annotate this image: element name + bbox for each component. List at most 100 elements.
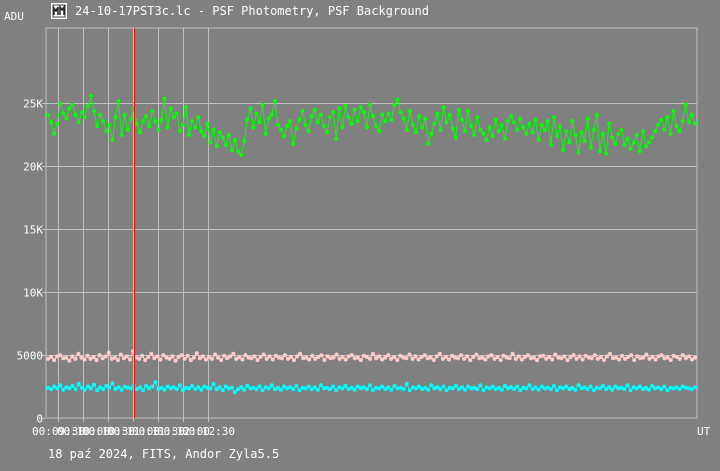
data-point <box>644 352 649 357</box>
data-point <box>103 354 108 359</box>
data-point <box>343 383 348 388</box>
data-point <box>410 122 415 127</box>
data-point <box>441 105 446 110</box>
data-point <box>149 351 154 356</box>
data-point <box>515 384 520 389</box>
data-point <box>438 387 443 392</box>
data-point <box>128 386 133 391</box>
data-point <box>138 385 142 390</box>
data-point <box>266 386 271 391</box>
data-point <box>571 353 576 358</box>
data-point <box>174 111 179 116</box>
data-point <box>395 97 400 102</box>
data-point <box>677 387 682 392</box>
data-point <box>331 384 336 389</box>
data-point <box>211 127 216 132</box>
data-point <box>565 358 570 363</box>
data-point <box>125 354 129 359</box>
data-point <box>548 143 553 147</box>
data-point <box>266 116 271 121</box>
data-point <box>607 121 612 126</box>
data-point <box>570 119 575 124</box>
data-point <box>292 358 296 363</box>
data-point <box>662 384 667 389</box>
data-point <box>659 387 664 392</box>
data-point <box>656 385 661 390</box>
data-point <box>601 131 605 136</box>
data-point <box>300 385 305 390</box>
data-point <box>364 387 369 392</box>
data-point <box>109 356 114 361</box>
data-point <box>558 124 563 129</box>
data-point <box>693 121 697 126</box>
data-point <box>443 355 448 359</box>
data-point <box>564 384 569 389</box>
data-point <box>220 135 225 140</box>
data-point <box>223 384 228 389</box>
data-point <box>377 386 382 391</box>
data-point <box>334 352 339 357</box>
data-point <box>171 385 176 390</box>
data-point <box>401 355 406 360</box>
y-tick-label: 15K <box>23 224 43 237</box>
data-point <box>159 385 164 390</box>
data-point <box>632 358 637 363</box>
x-tick-label: 00:11:00 <box>107 425 160 438</box>
data-point <box>240 357 245 362</box>
data-point <box>46 385 50 390</box>
data-point <box>693 385 697 390</box>
data-point <box>58 383 63 388</box>
data-point <box>568 355 573 359</box>
data-point <box>134 355 139 360</box>
data-point <box>450 126 455 131</box>
light-curve-app-icon[interactable] <box>51 3 67 19</box>
data-point <box>689 387 694 392</box>
data-point <box>386 353 391 358</box>
data-point <box>185 353 190 358</box>
data-point <box>586 355 591 360</box>
data-point <box>598 355 603 359</box>
data-point <box>674 355 679 359</box>
data-point <box>462 356 467 361</box>
data-point <box>671 386 676 391</box>
data-point <box>85 353 90 358</box>
data-point <box>527 121 532 126</box>
data-point <box>85 104 90 108</box>
data-point <box>368 383 372 388</box>
data-point <box>216 355 221 360</box>
data-point <box>76 351 81 356</box>
data-point <box>459 353 464 358</box>
data-point <box>153 119 158 124</box>
data-point <box>245 383 250 388</box>
data-point <box>352 387 357 392</box>
data-point <box>530 387 535 392</box>
data-point <box>230 385 234 390</box>
data-point <box>288 385 293 390</box>
data-point <box>134 121 139 126</box>
data-point <box>119 387 124 392</box>
data-point <box>647 356 652 361</box>
data-point <box>119 132 124 137</box>
data-point <box>643 385 648 390</box>
data-point <box>591 388 596 393</box>
data-point <box>392 383 397 388</box>
data-point <box>46 356 50 361</box>
data-point <box>432 386 437 391</box>
data-point <box>493 117 498 122</box>
data-point <box>319 353 324 358</box>
data-point <box>98 112 103 117</box>
data-point <box>217 130 222 135</box>
data-point <box>184 385 188 390</box>
data-point <box>422 353 427 358</box>
data-point <box>303 386 308 391</box>
data-point <box>628 146 633 151</box>
data-point <box>380 384 385 389</box>
data-point <box>291 141 296 146</box>
data-point <box>539 122 544 127</box>
data-point <box>272 99 277 103</box>
data-point <box>156 387 161 392</box>
data-point <box>659 353 664 358</box>
data-point <box>453 135 458 140</box>
data-point <box>79 355 84 360</box>
